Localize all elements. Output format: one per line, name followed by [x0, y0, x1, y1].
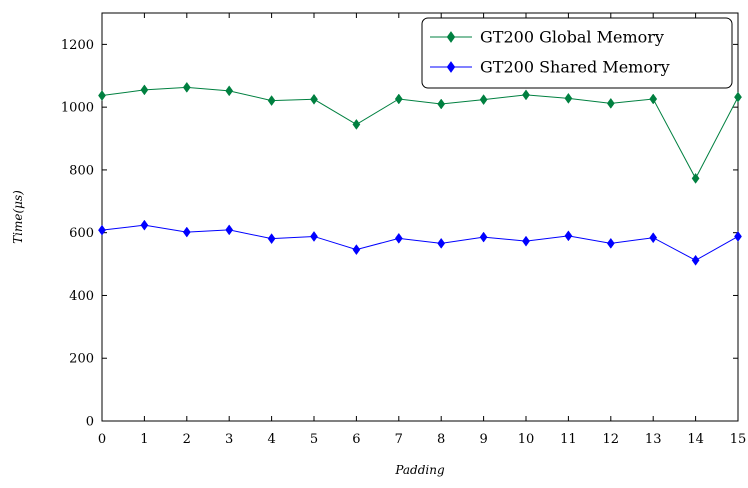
plot-frame: [101, 12, 739, 422]
x-tick-label: 4: [267, 432, 275, 447]
data-point: [98, 224, 106, 236]
data-point: [225, 85, 234, 97]
x-tick-label: 10: [518, 432, 535, 447]
data-point: [734, 231, 742, 242]
data-point: [649, 232, 658, 244]
series-shared-memory: [98, 219, 742, 266]
data-point: [310, 231, 318, 242]
y-tick-label: 800: [69, 163, 94, 178]
legend: GT200 Global Memory GT200 Shared Memory: [421, 17, 733, 89]
data-point: [267, 95, 276, 106]
x-tick-label: 8: [437, 432, 445, 447]
x-tick-label: 1: [140, 432, 148, 447]
y-tick-label: 400: [69, 289, 94, 304]
x-tick-label: 12: [603, 432, 620, 447]
data-point: [98, 90, 106, 101]
data-point: [649, 93, 658, 105]
legend-marker: [446, 61, 456, 73]
data-point: [691, 254, 700, 266]
x-tick-label: 6: [352, 432, 360, 447]
x-tick-label: 0: [98, 432, 106, 447]
data-point: [140, 219, 149, 231]
data-point: [479, 231, 488, 243]
data-point: [522, 89, 530, 101]
y-tick-label: 200: [69, 352, 94, 367]
data-point: [437, 237, 446, 249]
x-tick-label: 13: [645, 432, 662, 447]
data-point: [225, 224, 234, 236]
x-tick-label: 3: [225, 432, 233, 447]
data-point: [182, 226, 191, 238]
series-group: [98, 81, 742, 266]
data-point: [267, 233, 276, 245]
data-point: [394, 232, 403, 244]
y-axis-title: Time(μs): [11, 190, 25, 244]
legend-label: GT200 Shared Memory: [480, 58, 670, 77]
y-tick-label: 0: [86, 415, 94, 430]
x-tick-label: 9: [479, 432, 487, 447]
x-tick-label: 5: [310, 432, 318, 447]
data-point: [522, 235, 530, 247]
data-point: [182, 81, 191, 93]
y-tick-label: 600: [69, 226, 94, 241]
x-tick-label: 14: [687, 432, 704, 447]
data-point: [564, 230, 573, 242]
data-point: [394, 93, 403, 105]
data-point: [479, 94, 488, 106]
x-tick-label: 15: [730, 432, 747, 447]
y-tick-label: 1200: [61, 38, 94, 53]
series-line: [101, 86, 739, 180]
data-point: [606, 237, 615, 249]
legend-items: GT200 Global Memory GT200 Shared Memory: [430, 28, 670, 77]
data-point: [564, 92, 573, 104]
x-axis: 0 1 2 3 4 5 6 7 8 9 10 11 12 13 14 15: [98, 13, 746, 447]
legend-label: GT200 Global Memory: [480, 28, 664, 47]
legend-marker: [446, 31, 456, 43]
legend-box: [421, 17, 733, 89]
x-tick-label: 2: [183, 432, 191, 447]
data-point: [352, 244, 361, 256]
data-point: [352, 118, 361, 130]
x-axis-title: Padding: [394, 463, 445, 477]
y-tick-label: 1000: [61, 101, 94, 116]
y-axis: 0 200 400 600 800 1000 1200: [61, 38, 738, 430]
data-point: [734, 91, 742, 103]
data-point: [691, 172, 700, 184]
data-point: [437, 98, 446, 110]
data-point: [606, 97, 615, 109]
series-global-memory: [98, 81, 742, 184]
data-point: [140, 84, 149, 96]
x-tick-label: 11: [560, 432, 577, 447]
data-point: [310, 93, 318, 105]
series-line: [101, 224, 739, 261]
x-tick-label: 7: [395, 432, 403, 447]
